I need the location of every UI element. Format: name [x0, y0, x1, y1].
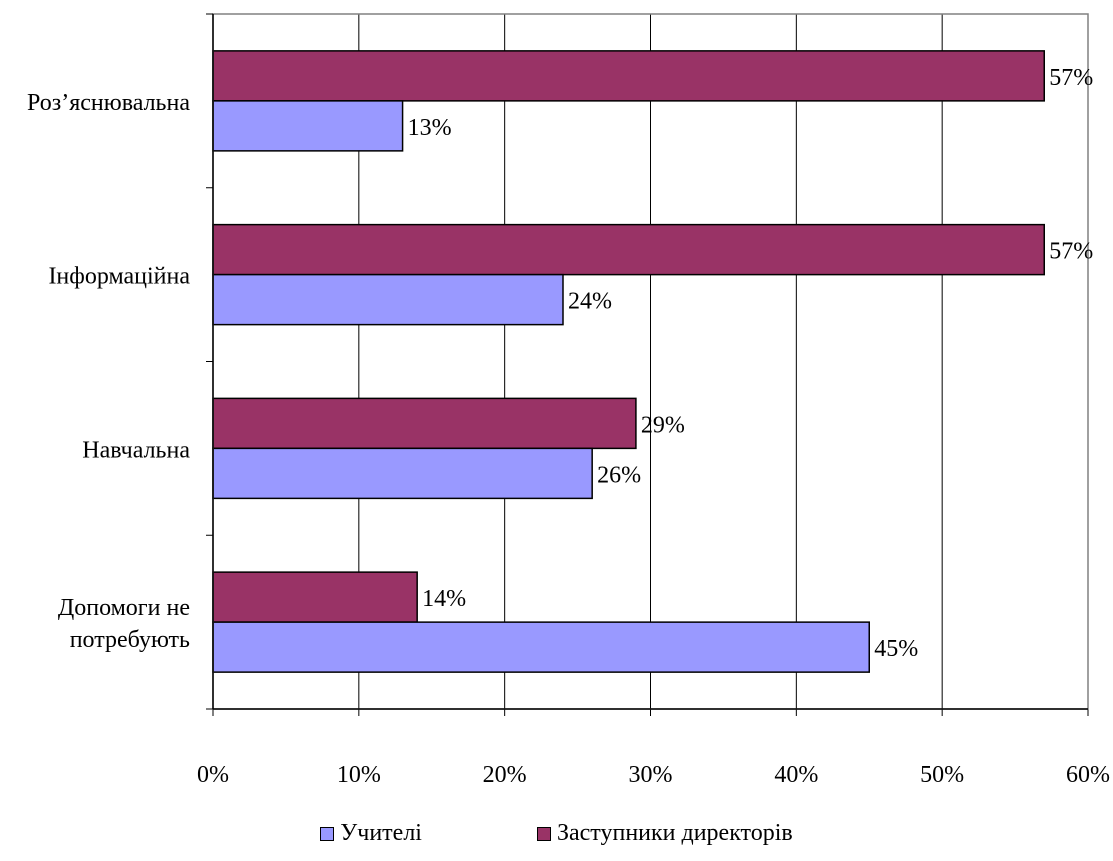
y-category-label: Роз’яснювальна	[27, 90, 190, 116]
bar	[212, 273, 564, 326]
x-tick-label: 30%	[629, 762, 673, 788]
legend: Учителі Заступники директорів	[0, 820, 1113, 847]
data-label: 13%	[408, 115, 452, 141]
y-category-label: Інформаційна	[48, 264, 190, 290]
x-tick-label: 0%	[197, 762, 229, 788]
bar	[212, 447, 593, 500]
data-label: 14%	[422, 586, 466, 612]
y-category-label: Навчальна	[82, 437, 190, 463]
x-tick-label: 10%	[337, 762, 381, 788]
data-label: 57%	[1049, 65, 1093, 91]
legend-item-deputies: Заступники директорів	[536, 820, 793, 847]
legend-item-teachers: Учителі	[320, 820, 422, 847]
data-label: 57%	[1049, 239, 1093, 265]
data-label: 24%	[568, 289, 612, 315]
x-tick-label: 60%	[1066, 762, 1110, 788]
bar	[212, 621, 870, 673]
data-label: 26%	[597, 462, 641, 488]
legend-label-deputies: Заступники директорів	[556, 820, 793, 846]
bar	[212, 397, 637, 450]
legend-label-teachers: Учителі	[340, 820, 422, 846]
bar-chart: 0% 10% 20% 30% 40% 50% 60% 57% 13% Роз’яснювальна…	[27, 13, 1110, 788]
legend-swatch-teachers	[320, 826, 335, 841]
x-tick-label: 20%	[483, 762, 527, 788]
data-label: 29%	[641, 412, 685, 438]
x-tick-label: 50%	[920, 762, 964, 788]
legend-swatch-deputies	[536, 826, 551, 841]
bar	[212, 100, 404, 152]
x-tick-label: 40%	[774, 762, 818, 788]
y-category-label: Допомоги не потребують	[58, 595, 190, 653]
data-label: 45%	[874, 636, 918, 662]
bar	[212, 571, 418, 623]
bar	[212, 223, 1045, 276]
bar	[212, 50, 1045, 102]
